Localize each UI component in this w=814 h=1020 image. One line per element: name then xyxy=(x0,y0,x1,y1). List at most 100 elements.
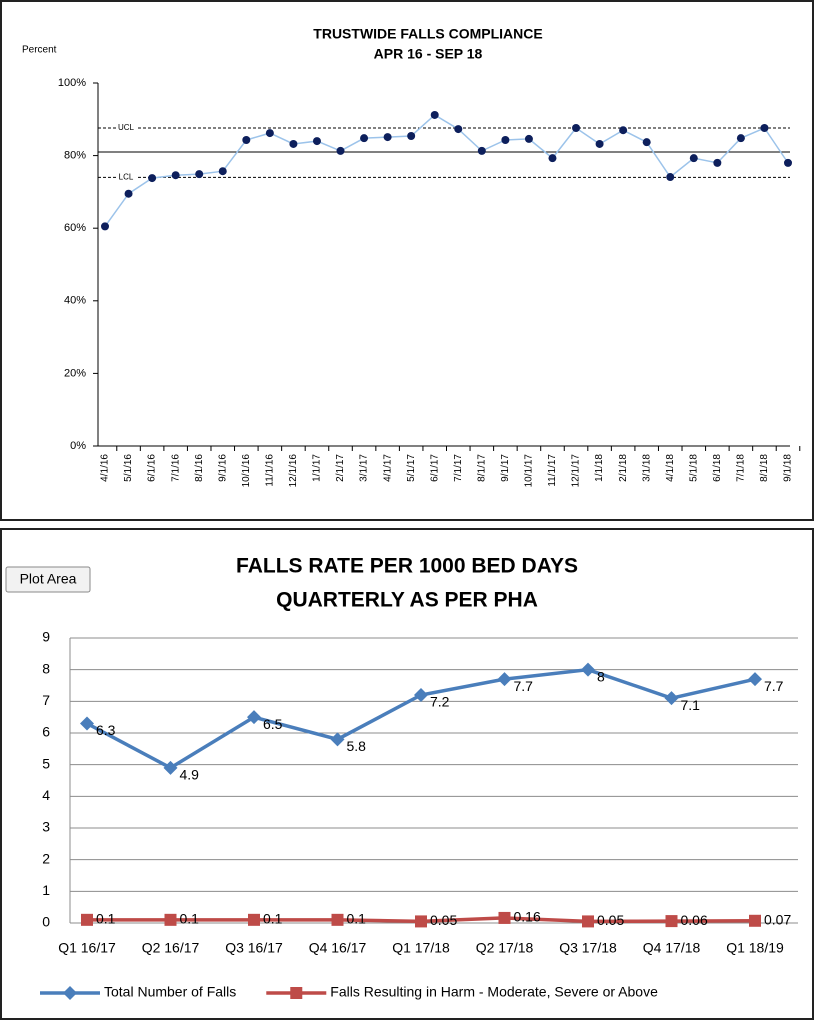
data-label: 7.2 xyxy=(430,694,450,710)
x-tick-label: 8/1/17 xyxy=(476,454,487,482)
marker xyxy=(572,124,581,133)
marker xyxy=(360,134,369,143)
marker xyxy=(415,915,427,928)
data-label: 0.1 xyxy=(180,911,200,927)
x-tick-label: 2/1/17 xyxy=(335,454,346,482)
marker xyxy=(430,110,439,119)
x-tick-label: 2/1/18 xyxy=(618,454,629,482)
marker xyxy=(749,914,761,927)
x-tick-label: 8/1/18 xyxy=(759,454,770,482)
marker xyxy=(497,672,512,687)
x-tick-label: 4/1/18 xyxy=(665,454,676,482)
y-tick-label: 6 xyxy=(42,724,50,740)
marker xyxy=(330,732,345,747)
x-tick-label: 6/1/16 xyxy=(147,454,158,482)
marker xyxy=(265,129,274,138)
tooltip-text: Plot Area xyxy=(20,571,77,587)
data-label: 0.06 xyxy=(681,912,708,928)
x-tick-label: 10/1/17 xyxy=(524,454,535,488)
marker xyxy=(736,134,745,143)
x-tick-label: 5/1/16 xyxy=(123,454,134,482)
x-tick-label: 6/1/17 xyxy=(429,454,440,482)
marker xyxy=(548,154,557,163)
marker xyxy=(289,139,298,148)
chart-title: TRUSTWIDE FALLS COMPLIANCE xyxy=(313,26,542,42)
marker xyxy=(195,170,204,179)
y-tick-label: 60% xyxy=(64,222,86,234)
x-tick-label: 11/1/17 xyxy=(547,454,558,487)
chart-title: FALLS RATE PER 1000 BED DAYS xyxy=(236,555,578,578)
marker xyxy=(582,915,594,928)
x-tick-label: 9/1/16 xyxy=(217,454,228,482)
y-tick-label: 2 xyxy=(42,850,50,866)
x-tick-label: Q1 18/19 xyxy=(726,940,784,956)
data-label: 7.7 xyxy=(514,678,534,694)
chart-subtitle: QUARTERLY AS PER PHA xyxy=(276,589,538,612)
y-tick-label: 9 xyxy=(42,629,50,645)
y-tick-label: 4 xyxy=(42,787,50,803)
reference-label-bg xyxy=(116,172,136,183)
marker xyxy=(242,135,251,144)
data-label: 7.7 xyxy=(764,678,784,694)
reference-label-bg xyxy=(116,123,136,134)
panel-border xyxy=(0,0,814,521)
y-tick-label: 100% xyxy=(58,77,86,89)
y-axis-label: Percent xyxy=(22,45,57,56)
marker xyxy=(331,913,344,926)
marker xyxy=(619,126,628,135)
y-tick-label: 5 xyxy=(42,755,50,771)
x-tick-label: Q1 16/17 xyxy=(58,940,116,956)
x-tick-label: 11/1/16 xyxy=(265,454,276,487)
x-tick-label: Q2 17/18 xyxy=(476,940,534,956)
marker xyxy=(101,222,109,231)
marker xyxy=(642,138,651,147)
x-tick-label: 4/1/17 xyxy=(382,454,393,482)
x-tick-label: Q1 17/18 xyxy=(392,940,450,956)
marker xyxy=(248,913,260,926)
marker xyxy=(148,174,157,183)
data-label: 8 xyxy=(597,668,605,684)
x-tick-label: 7/1/18 xyxy=(736,454,747,482)
x-tick-label: 10/1/16 xyxy=(241,454,252,488)
x-tick-label: 7/1/17 xyxy=(453,454,464,482)
y-tick-label: 0% xyxy=(70,440,86,452)
marker xyxy=(477,146,486,155)
marker xyxy=(80,716,94,731)
legend-label: Falls Resulting in Harm - Moderate, Seve… xyxy=(330,984,658,1000)
reference-label: UCL xyxy=(118,123,135,132)
marker xyxy=(689,154,698,163)
reference-label: LCL xyxy=(119,172,134,181)
x-tick-label: Q2 16/17 xyxy=(142,940,200,956)
x-tick-label: Q4 17/18 xyxy=(643,940,701,956)
data-label: 6.3 xyxy=(96,722,116,738)
x-tick-label: 1/1/18 xyxy=(594,454,605,482)
marker xyxy=(666,173,675,182)
marker xyxy=(171,171,180,180)
data-label: 4.9 xyxy=(180,767,200,783)
y-tick-label: 20% xyxy=(64,367,86,379)
y-tick-label: 8 xyxy=(42,660,50,676)
y-tick-label: 1 xyxy=(42,882,50,898)
marker xyxy=(81,913,93,926)
x-tick-label: 3/1/18 xyxy=(641,454,652,482)
legend-label: Total Number of Falls xyxy=(104,984,236,1000)
y-tick-label: 80% xyxy=(64,150,86,162)
x-tick-label: 6/1/18 xyxy=(712,454,723,482)
marker xyxy=(383,133,392,142)
marker xyxy=(498,911,511,924)
marker xyxy=(247,710,261,725)
x-tick-label: 3/1/17 xyxy=(359,454,370,482)
marker xyxy=(784,158,792,167)
data-label: 0.16 xyxy=(514,909,541,925)
x-tick-label: 9/1/18 xyxy=(783,454,794,482)
marker xyxy=(748,672,762,687)
data-label: 0.1 xyxy=(347,911,367,927)
marker xyxy=(63,986,77,1000)
y-tick-label: 7 xyxy=(42,692,50,708)
x-tick-label: 5/1/17 xyxy=(406,454,417,482)
panel-border xyxy=(0,528,814,1020)
chart-subtitle: APR 16 - SEP 18 xyxy=(374,46,483,62)
data-label: 7.1 xyxy=(681,697,701,713)
data-label: 0.1 xyxy=(96,911,116,927)
